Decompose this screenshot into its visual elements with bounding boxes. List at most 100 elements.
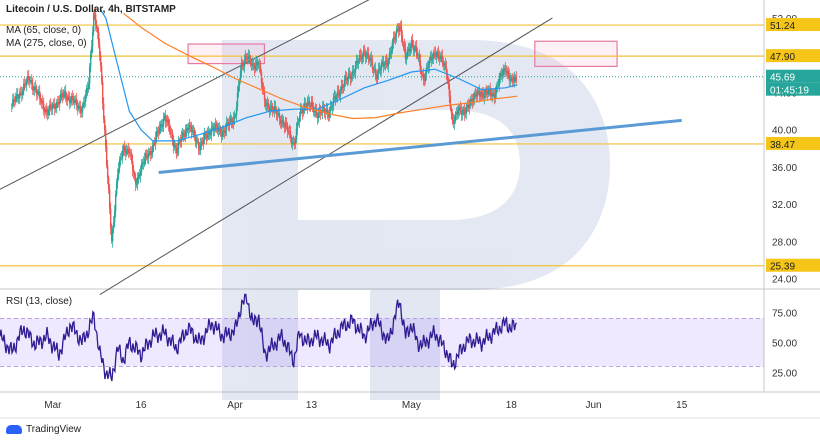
- candle-body: [288, 131, 291, 133]
- candle-body: [263, 91, 266, 101]
- candle-body: [87, 83, 90, 90]
- price-tick-label: 40.00: [772, 126, 797, 137]
- candle-body: [83, 101, 86, 103]
- candle-body: [297, 122, 300, 123]
- candle-body: [302, 108, 305, 114]
- candle-body: [195, 140, 198, 143]
- price-label-text-2: 45.69: [770, 73, 795, 84]
- candle-body: [141, 162, 144, 164]
- candle-body: [439, 55, 442, 60]
- candle-body: [373, 68, 376, 71]
- candle-body: [306, 102, 309, 108]
- candle-body: [294, 139, 297, 144]
- candle-body: [77, 105, 80, 109]
- candle-body: [38, 91, 40, 93]
- candle-body: [151, 145, 154, 153]
- candle-body: [267, 103, 270, 109]
- candle-body: [159, 124, 162, 128]
- candle-body: [433, 52, 436, 54]
- candle-body: [245, 56, 248, 58]
- candle-body: [30, 80, 32, 82]
- tradingview-logo[interactable]: TradingView: [6, 424, 81, 435]
- candle-body: [173, 145, 176, 148]
- candle-body: [158, 127, 161, 134]
- candle-body: [397, 29, 400, 32]
- candle-body: [204, 133, 207, 136]
- candle-body: [514, 76, 516, 78]
- candle-body: [286, 125, 289, 132]
- candle-body: [436, 52, 439, 55]
- candle-body: [212, 126, 215, 131]
- candle-body: [451, 112, 454, 121]
- candle-body: [442, 62, 445, 66]
- candle-body: [198, 148, 201, 151]
- candle-body: [390, 50, 393, 54]
- candle-body: [57, 102, 59, 103]
- candle-body: [58, 102, 60, 105]
- candle-body: [133, 173, 136, 178]
- candle-body: [325, 109, 328, 113]
- candle-body: [219, 127, 222, 134]
- candle-body: [369, 57, 372, 61]
- candle-body: [140, 163, 143, 172]
- candle-body: [20, 92, 22, 94]
- candle-body: [458, 107, 461, 111]
- rsi-line: [0, 293, 518, 382]
- candle-body: [283, 125, 286, 128]
- candle-body: [431, 58, 434, 61]
- candle-body: [266, 103, 269, 105]
- candle-body: [308, 101, 311, 107]
- candle-body: [464, 113, 467, 115]
- candle-body: [396, 29, 399, 31]
- candle-body: [456, 112, 459, 115]
- candle-body: [172, 141, 175, 148]
- candle-body: [170, 131, 173, 134]
- candle-body: [485, 89, 488, 93]
- candle-body: [34, 86, 36, 90]
- candle-body: [19, 92, 21, 99]
- candle-body: [378, 68, 381, 71]
- candle-body: [383, 65, 386, 67]
- candle-body: [25, 84, 27, 86]
- candle-body: [384, 60, 387, 66]
- candle-body: [477, 90, 480, 92]
- candle-body: [24, 83, 26, 85]
- price-label-box-5: [766, 258, 820, 272]
- candle-body: [175, 147, 178, 154]
- candle-body: [411, 40, 414, 46]
- candle-body: [492, 92, 495, 95]
- candle-body: [437, 52, 440, 57]
- candle-body: [264, 100, 267, 107]
- candle-body: [162, 117, 165, 126]
- candle-body: [432, 52, 435, 59]
- candle-body: [112, 222, 115, 229]
- candle-body: [120, 157, 123, 159]
- candle-body: [434, 52, 437, 57]
- candle-body: [103, 119, 106, 130]
- candle-body: [95, 25, 98, 29]
- candle-body: [228, 122, 231, 126]
- candle-body: [489, 88, 492, 95]
- candle-body: [495, 86, 498, 94]
- candle-body: [468, 105, 471, 109]
- candle-body: [155, 130, 158, 139]
- candle-body: [497, 85, 500, 87]
- candle-body: [229, 118, 232, 123]
- candle-body: [122, 146, 125, 151]
- candle-body: [15, 95, 17, 102]
- candle-body: [363, 51, 366, 54]
- candle-body: [476, 91, 479, 97]
- candle-body: [90, 46, 93, 55]
- price-label-text-5: 25.39: [770, 262, 795, 273]
- candle-body: [59, 99, 61, 105]
- candle-body: [359, 55, 362, 56]
- candle-body: [350, 75, 353, 80]
- candle-body: [482, 93, 485, 98]
- price-label-box-3: [766, 82, 820, 96]
- candle-body: [260, 71, 263, 84]
- candle-body: [368, 58, 371, 61]
- candle-body: [422, 74, 425, 80]
- price-label-text-0: 51.24: [770, 21, 795, 32]
- candle-body: [406, 50, 409, 58]
